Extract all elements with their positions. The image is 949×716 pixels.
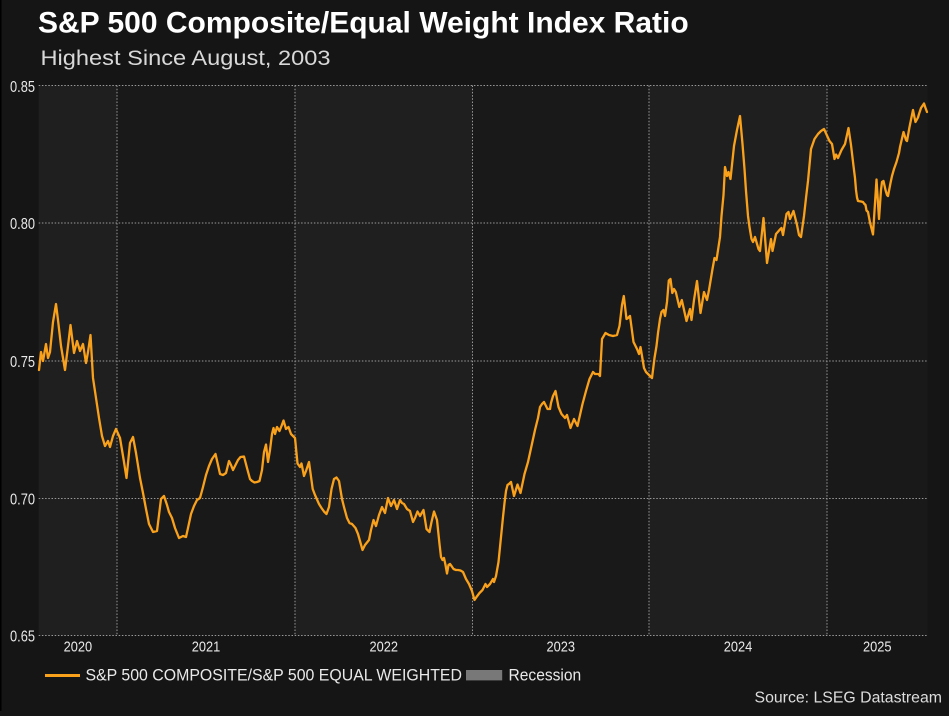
svg-text:2021: 2021 bbox=[192, 638, 221, 655]
svg-text:2022: 2022 bbox=[370, 638, 399, 655]
svg-text:0.85: 0.85 bbox=[10, 79, 35, 96]
svg-text:2024: 2024 bbox=[724, 638, 753, 655]
svg-text:2020: 2020 bbox=[64, 638, 93, 655]
svg-text:Source: LSEG Datastream: Source: LSEG Datastream bbox=[755, 689, 943, 706]
svg-text:2023: 2023 bbox=[547, 638, 576, 655]
svg-text:S&P 500 COMPOSITE/S&P 500 EQUA: S&P 500 COMPOSITE/S&P 500 EQUAL WEIGHTED bbox=[86, 666, 463, 685]
svg-text:Highest Since August, 2003: Highest Since August, 2003 bbox=[41, 46, 331, 70]
svg-text:0.70: 0.70 bbox=[10, 491, 35, 508]
svg-text:0.65: 0.65 bbox=[10, 628, 35, 645]
svg-text:0.75: 0.75 bbox=[10, 354, 35, 371]
svg-text:S&P 500 Composite/Equal Weight: S&P 500 Composite/Equal Weight Index Rat… bbox=[38, 7, 689, 40]
svg-text:0.80: 0.80 bbox=[10, 216, 35, 233]
svg-text:Recession: Recession bbox=[509, 666, 582, 685]
svg-text:2025: 2025 bbox=[863, 638, 892, 655]
